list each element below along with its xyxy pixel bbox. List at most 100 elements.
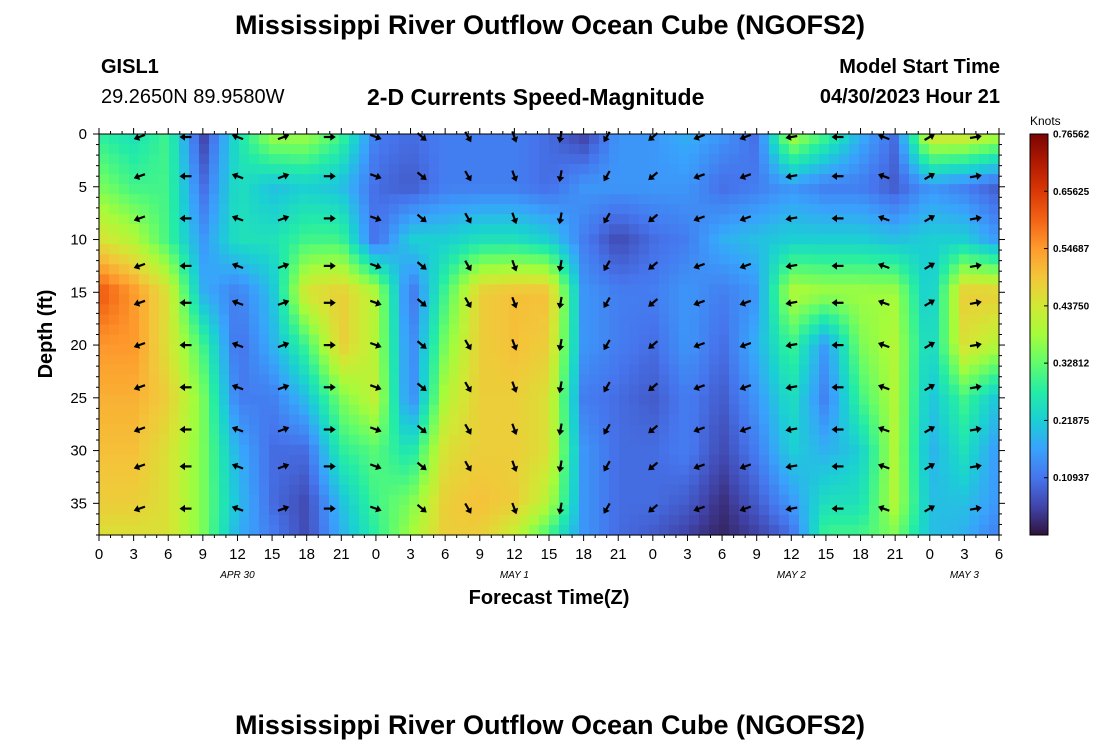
heatmap-cell xyxy=(149,274,160,285)
heatmap-cell xyxy=(799,504,810,516)
heatmap-cell xyxy=(349,204,360,215)
heatmap-cell xyxy=(619,194,630,205)
heatmap-cell xyxy=(979,404,990,416)
heatmap-cell xyxy=(109,144,120,155)
heatmap-cell xyxy=(489,214,500,225)
heatmap-cell xyxy=(779,204,790,215)
heatmap-cell xyxy=(659,204,670,215)
heatmap-cell xyxy=(209,244,220,255)
current-arrow xyxy=(648,461,659,471)
heatmap-cell xyxy=(849,434,860,446)
heatmap-cell xyxy=(989,284,1000,295)
heatmap-cell xyxy=(779,234,790,245)
heatmap-cell xyxy=(539,504,550,516)
current-arrow xyxy=(231,299,244,307)
heatmap-cell xyxy=(749,244,760,255)
heatmap-cell xyxy=(979,144,990,155)
heatmap-cell xyxy=(609,434,620,446)
heatmap-cell xyxy=(709,134,720,145)
heatmap-cell xyxy=(379,474,390,486)
heatmap-cell xyxy=(509,224,520,235)
heatmap-cell xyxy=(529,174,540,185)
heatmap-cell xyxy=(459,524,470,536)
heatmap-cell xyxy=(769,324,780,336)
heatmap-cell xyxy=(739,164,750,175)
heatmap-cell xyxy=(219,494,230,506)
heatmap-cell xyxy=(989,504,1000,516)
current-arrow xyxy=(831,383,844,392)
heatmap-cell xyxy=(159,474,170,486)
heatmap-cell xyxy=(679,244,690,255)
heatmap-cell xyxy=(679,394,690,406)
heatmap-cell xyxy=(459,244,470,255)
heatmap-cell xyxy=(419,484,430,496)
heatmap-cell xyxy=(579,304,590,316)
heatmap-cell xyxy=(769,184,780,195)
heatmap-cell xyxy=(499,424,510,436)
heatmap-cell xyxy=(279,464,290,476)
heatmap-cell xyxy=(129,474,140,486)
date-label: MAY 2 xyxy=(777,570,807,581)
heatmap-cell xyxy=(479,494,490,506)
heatmap-cell xyxy=(889,404,900,416)
heatmap-cell xyxy=(739,344,750,356)
heatmap-cell xyxy=(229,234,240,245)
heatmap-cell xyxy=(919,424,930,436)
heatmap-cell xyxy=(529,374,540,386)
heatmap-cell xyxy=(659,174,670,185)
heatmap-cell xyxy=(219,474,230,486)
heatmap-cell xyxy=(989,354,1000,366)
heatmap-cell xyxy=(529,284,540,295)
heatmap-cell xyxy=(789,454,800,466)
heatmap-cell xyxy=(699,264,710,275)
heatmap-cell xyxy=(869,324,880,336)
heatmap-cell xyxy=(469,514,480,526)
heatmap-cell xyxy=(539,344,550,356)
heatmap-cell xyxy=(329,284,340,295)
current-arrow xyxy=(179,504,192,513)
heatmap-cell xyxy=(479,384,490,396)
heatmap-cell xyxy=(379,264,390,275)
heatmap-cell xyxy=(989,474,1000,486)
heatmap-cell xyxy=(479,454,490,466)
heatmap-cell xyxy=(169,284,180,295)
heatmap-cell xyxy=(209,264,220,275)
heatmap-cell xyxy=(579,244,590,255)
heatmap-cell xyxy=(219,404,230,416)
heatmap-cell xyxy=(429,154,440,165)
heatmap-cell xyxy=(829,484,840,496)
heatmap-cell xyxy=(119,214,130,225)
heatmap-cell xyxy=(789,464,800,476)
heatmap-cell xyxy=(309,484,320,496)
heatmap-cell xyxy=(369,284,380,295)
heatmap-cell xyxy=(119,464,130,476)
heatmap-cell xyxy=(119,194,130,205)
heatmap-cell xyxy=(819,134,830,145)
heatmap-cell xyxy=(349,434,360,446)
heatmap-cell xyxy=(689,324,700,336)
heatmap-cell xyxy=(569,434,580,446)
heatmap-cell xyxy=(669,334,680,346)
heatmap-cell xyxy=(209,514,220,526)
heatmap-cell xyxy=(179,274,190,285)
heatmap-cell xyxy=(239,354,250,366)
heatmap-cell xyxy=(779,444,790,456)
heatmap-cell xyxy=(309,134,320,145)
heatmap-cell xyxy=(699,494,710,506)
heatmap-cell xyxy=(379,194,390,205)
heatmap-cell xyxy=(299,484,310,496)
heatmap-cell xyxy=(619,314,630,326)
current-arrow xyxy=(924,462,935,471)
heatmap-cell xyxy=(399,394,410,406)
heatmap-cell xyxy=(719,494,730,506)
heatmap-cell xyxy=(179,434,190,446)
heatmap-cell xyxy=(119,284,130,295)
heatmap-cell xyxy=(809,204,820,215)
current-arrow xyxy=(831,462,844,471)
heatmap-cell xyxy=(329,324,340,336)
heatmap-cell xyxy=(129,434,140,446)
current-arrow xyxy=(556,460,565,473)
current-arrow xyxy=(511,296,519,309)
heatmap-cell xyxy=(229,524,240,536)
heatmap-cell xyxy=(419,254,430,265)
